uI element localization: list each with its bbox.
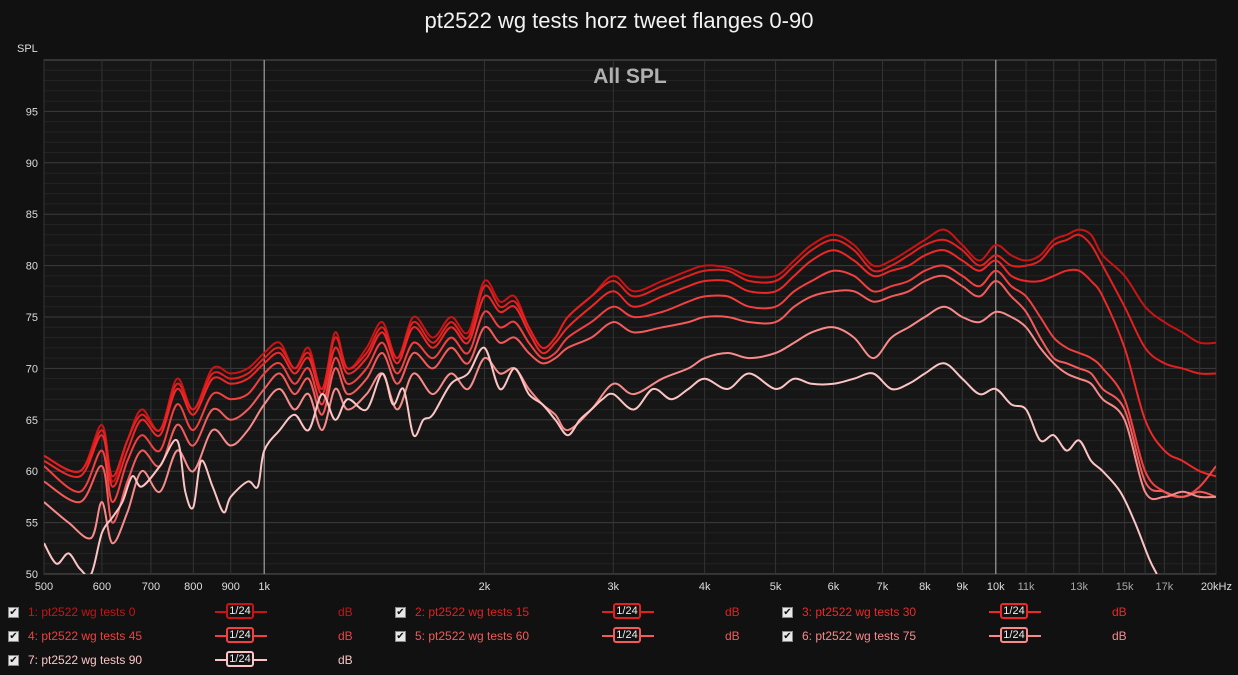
legend-item-6[interactable]: ✔ 6: pt2522 wg tests 75 1/24 dB [782, 626, 1162, 649]
y-tick-label: 80 [26, 261, 38, 273]
smoothing-label: 1/24 [226, 603, 254, 619]
legend-unit: dB [1112, 629, 1127, 643]
y-tick-label: 50 [26, 569, 38, 581]
legend-checkbox[interactable]: ✔ [782, 631, 793, 642]
legend-label: 2: pt2522 wg tests 15 [415, 605, 530, 619]
smoothing-selector[interactable]: 1/24 [602, 602, 654, 622]
legend-item-1[interactable]: ✔ 1: pt2522 wg tests 0 1/24 dB [8, 602, 388, 625]
y-tick-label: 95 [26, 106, 38, 118]
legend-item-2[interactable]: ✔ 2: pt2522 wg tests 15 1/24 dB [395, 602, 775, 625]
y-tick-labels: 50 55 60 65 70 75 80 85 90 95 [26, 106, 38, 581]
y-tick-label: 70 [26, 363, 38, 375]
x-tick-label: 17k [1155, 581, 1173, 593]
x-tick-label: 9k [956, 581, 968, 593]
x-tick-label: 7k [877, 581, 889, 593]
smoothing-selector[interactable]: 1/24 [989, 602, 1041, 622]
y-tick-label: 65 [26, 415, 38, 427]
x-tick-label: 20kHz [1201, 581, 1232, 593]
y-tick-label: 60 [26, 466, 38, 478]
smoothing-selector[interactable]: 1/24 [989, 626, 1041, 646]
smoothing-selector[interactable]: 1/24 [215, 626, 267, 646]
x-tick-label: 600 [93, 581, 111, 593]
y-tick-label: 90 [26, 158, 38, 170]
legend-label: 5: pt2522 wg tests 60 [415, 629, 530, 643]
x-tick-label: 13k [1070, 581, 1088, 593]
legend-unit: dB [1112, 605, 1127, 619]
legend-label: 6: pt2522 wg tests 75 [802, 629, 917, 643]
x-tick-label: 15k [1116, 581, 1134, 593]
legend-label: 1: pt2522 wg tests 0 [28, 605, 136, 619]
smoothing-label: 1/24 [1000, 627, 1028, 643]
legend-unit: dB [725, 629, 740, 643]
legend-label: 4: pt2522 wg tests 45 [28, 629, 143, 643]
legend-unit: dB [338, 653, 353, 667]
legend-unit: dB [338, 605, 353, 619]
smoothing-label: 1/24 [613, 627, 641, 643]
legend-item-4[interactable]: ✔ 4: pt2522 wg tests 45 1/24 dB [8, 626, 388, 649]
x-tick-label: 800 [184, 581, 202, 593]
legend-checkbox[interactable]: ✔ [395, 607, 406, 618]
smoothing-selector[interactable]: 1/24 [602, 626, 654, 646]
series-line-3[interactable] [44, 249, 1216, 488]
legend-checkbox[interactable]: ✔ [8, 607, 19, 618]
series-line-1[interactable] [44, 228, 1216, 483]
x-tick-label: 4k [699, 581, 711, 593]
legend-unit: dB [725, 605, 740, 619]
x-tick-label: 3k [607, 581, 619, 593]
legend-item-5[interactable]: ✔ 5: pt2522 wg tests 60 1/24 dB [395, 626, 775, 649]
series-line-7[interactable] [44, 346, 1158, 577]
legend-label: 3: pt2522 wg tests 30 [802, 605, 917, 619]
x-tick-label: 2k [479, 581, 491, 593]
x-tick-label: 6k [828, 581, 840, 593]
series-line-4[interactable] [44, 264, 1216, 504]
x-tick-label: 10k [987, 581, 1005, 593]
smoothing-selector[interactable]: 1/24 [215, 650, 267, 670]
legend-label: 7: pt2522 wg tests 90 [28, 653, 143, 667]
chart-title: pt2522 wg tests horz tweet flanges 0-90 [424, 8, 814, 33]
legend-checkbox[interactable]: ✔ [782, 607, 793, 618]
smoothing-label: 1/24 [1000, 603, 1028, 619]
smoothing-label: 1/24 [613, 603, 641, 619]
legend-checkbox[interactable]: ✔ [395, 631, 406, 642]
smoothing-label: 1/24 [226, 651, 254, 667]
smoothing-label: 1/24 [226, 627, 254, 643]
legend-unit: dB [338, 629, 353, 643]
series-layer [44, 228, 1216, 577]
series-line-5[interactable] [44, 274, 1216, 524]
y-tick-label: 55 [26, 518, 38, 530]
x-tick-label: 1k [258, 581, 270, 593]
legend-checkbox[interactable]: ✔ [8, 655, 19, 666]
y-tick-label: 85 [26, 209, 38, 221]
legend-checkbox[interactable]: ✔ [8, 631, 19, 642]
x-tick-label: 11k [1018, 581, 1035, 593]
chart-subtitle: All SPL [593, 65, 667, 88]
y-axis-label: SPL [17, 43, 38, 55]
y-tick-label: 75 [26, 312, 38, 324]
chart-svg: SPL All SPL 50 55 60 65 70 75 80 85 90 95 500 600 7… [17, 43, 1232, 593]
smoothing-selector[interactable]: 1/24 [215, 602, 267, 622]
x-tick-label: 500 [35, 581, 53, 593]
x-tick-label: 700 [142, 581, 160, 593]
series-line-2[interactable] [44, 233, 1216, 478]
x-tick-label: 5k [770, 581, 782, 593]
legend-item-3[interactable]: ✔ 3: pt2522 wg tests 30 1/24 dB [782, 602, 1162, 625]
x-tick-label: 900 [222, 581, 240, 593]
x-tick-labels: 500 600 700 800 900 1k 2k 3k 4k 5k 6k 7k 8k 9k 10k 11k 1… [35, 581, 1232, 593]
legend-item-7[interactable]: ✔ 7: pt2522 wg tests 90 1/24 dB [8, 650, 388, 673]
x-tick-label: 8k [919, 581, 931, 593]
